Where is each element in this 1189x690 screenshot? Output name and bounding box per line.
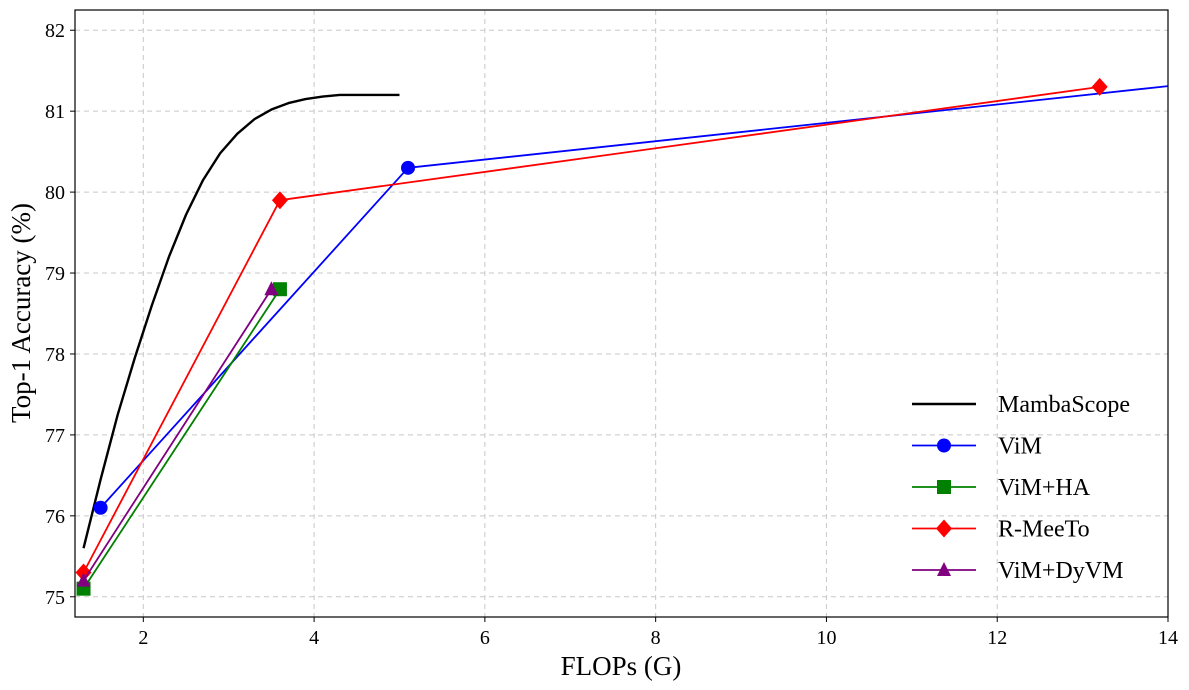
series-r-meeto bbox=[75, 77, 1108, 582]
x-axis-label: FLOPs (G) bbox=[561, 651, 682, 681]
legend-label-r-meeto: R-MeeTo bbox=[998, 517, 1090, 543]
series-line-vim-ha bbox=[82, 288, 281, 590]
legend-marker-vim-dyvm bbox=[937, 562, 951, 576]
y-axis-label: Top-1 Accuracy (%) bbox=[6, 203, 36, 423]
legend-label-vim-dyvm: ViM+DyVM bbox=[998, 558, 1123, 584]
legend-label-mambascope: MambaScope bbox=[998, 392, 1130, 418]
y-tick-label: 80 bbox=[45, 182, 65, 204]
legend-marker-r-meeto bbox=[936, 519, 952, 538]
legend-label-vim-ha: ViM+HA bbox=[998, 475, 1091, 501]
legend-item-vim: ViM bbox=[912, 434, 1042, 460]
legend-marker-vim bbox=[937, 438, 951, 453]
data-point-vim-dyvm bbox=[264, 281, 279, 296]
plot-frame bbox=[74, 9, 1169, 618]
x-tick-label: 2 bbox=[138, 627, 148, 649]
series-line-mambascope bbox=[82, 93, 400, 549]
legend-item-vim-dyvm: ViM+DyVM bbox=[912, 558, 1123, 584]
x-tick-label: 6 bbox=[480, 627, 490, 649]
y-tick-label: 82 bbox=[45, 20, 65, 42]
y-tick-label: 78 bbox=[45, 344, 65, 366]
data-point-r-meeto bbox=[271, 191, 288, 210]
data-point-vim-dyvm bbox=[76, 572, 91, 587]
series-vim-dyvm bbox=[76, 281, 279, 587]
y-tick-label: 76 bbox=[45, 506, 65, 528]
series-mambascope bbox=[82, 93, 400, 549]
x-axis-ticks: 2 4 6 8 10 12 14 bbox=[138, 617, 1178, 649]
data-point-vim bbox=[401, 160, 416, 175]
x-tick-label: 8 bbox=[651, 627, 661, 649]
x-tick-label: 14 bbox=[1158, 627, 1178, 649]
x-tick-label: 10 bbox=[816, 627, 836, 649]
legend-marker-vim-ha bbox=[937, 480, 951, 494]
legend: MambaScope ViM ViM+HA R-MeeTo ViM+DyVM bbox=[912, 392, 1130, 584]
y-tick-label: 77 bbox=[45, 425, 65, 447]
legend-item-vim-ha: ViM+HA bbox=[912, 475, 1091, 501]
data-point-r-meeto bbox=[1091, 77, 1108, 96]
x-tick-label: 4 bbox=[309, 627, 319, 649]
y-tick-label: 81 bbox=[45, 101, 65, 123]
data-point-vim bbox=[93, 500, 108, 515]
legend-label-vim: ViM bbox=[998, 434, 1042, 460]
legend-item-r-meeto: R-MeeTo bbox=[912, 517, 1090, 543]
x-tick-label: 12 bbox=[987, 627, 1007, 649]
series-vim-ha bbox=[76, 282, 287, 596]
series-line-r-meeto bbox=[82, 85, 1100, 573]
data-point-r-meeto bbox=[75, 563, 92, 582]
series-line-vim-dyvm bbox=[82, 288, 273, 582]
y-tick-label: 75 bbox=[45, 587, 65, 609]
legend-item-mambascope: MambaScope bbox=[912, 392, 1130, 418]
y-axis-ticks: 75 76 77 78 79 80 81 82 bbox=[45, 20, 75, 609]
y-tick-label: 79 bbox=[45, 263, 65, 285]
series-layer bbox=[75, 77, 1168, 596]
